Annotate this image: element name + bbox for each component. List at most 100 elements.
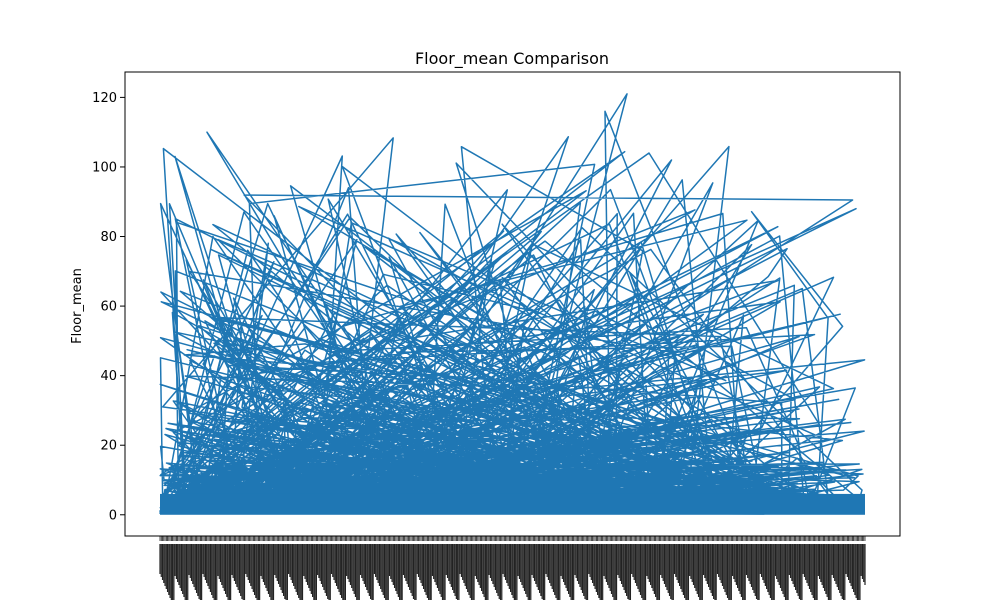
x-tick-label [714, 544, 716, 600]
x-tick-label [473, 544, 475, 600]
x-tick-label [310, 544, 312, 594]
x-tick-label [760, 544, 763, 577]
x-tick-label [533, 544, 536, 581]
x-tick-label [407, 544, 410, 587]
x-tick-label [430, 544, 432, 600]
x-tick-label [652, 544, 654, 591]
x-tick-label [455, 544, 457, 599]
x-tick-label [742, 544, 744, 600]
x-tick-label [797, 544, 799, 596]
x-tick-label [821, 544, 823, 585]
x-tick-label [351, 544, 353, 588]
x-tick-label [801, 544, 803, 600]
x-tick-label [837, 544, 840, 590]
x-tick-label [159, 544, 161, 574]
y-tick-label: 80 [100, 230, 117, 245]
x-tick-label [588, 544, 590, 574]
x-tick-label [362, 544, 364, 581]
x-tick-label [763, 544, 765, 583]
x-tick-label [228, 544, 230, 600]
x-tick-label [721, 544, 724, 586]
y-tick-label: 40 [100, 369, 117, 384]
x-tick-label [281, 544, 283, 593]
x-tick-label [702, 544, 705, 575]
x-tick-label [478, 544, 480, 585]
x-tick-label [257, 544, 259, 600]
x-tick-label [401, 544, 403, 600]
x-tick-label [224, 544, 227, 594]
x-tick-label [226, 544, 228, 597]
x-tick-label [434, 544, 436, 582]
x-tick-label [716, 544, 719, 574]
x-tick-label [201, 544, 203, 600]
x-tick-label [636, 544, 638, 586]
x-tick-label [607, 544, 609, 585]
x-tick-label [789, 544, 792, 578]
x-tick-label [776, 544, 778, 579]
x-tick-label [172, 544, 174, 600]
x-tick-label [576, 544, 579, 581]
x-tick-label [320, 544, 323, 584]
x-tick-label [590, 544, 592, 580]
x-tick-label [633, 544, 635, 580]
x-tick-label [390, 544, 392, 579]
x-tick-label [824, 544, 826, 591]
x-tick-label [846, 544, 848, 577]
x-tick-label [734, 544, 736, 582]
x-tick-label [817, 544, 819, 576]
y-axis-label: Floor_mean [70, 268, 85, 344]
x-tick-label [256, 544, 258, 600]
x-tick-label [624, 544, 626, 593]
x-tick-label [762, 544, 764, 580]
x-tick-label [304, 544, 306, 579]
x-tick-label [657, 544, 659, 600]
x-tick-label [682, 544, 684, 595]
x-tick-label [449, 544, 451, 584]
x-tick-label [812, 544, 814, 598]
x-tick-label [627, 544, 629, 599]
x-tick-label [839, 544, 841, 593]
x-tick-label [445, 544, 447, 575]
x-tick-label [404, 544, 406, 578]
x-tick-label [677, 544, 679, 583]
x-tick-label [784, 544, 787, 600]
x-tick-label [424, 544, 426, 592]
x-tick-label [728, 544, 730, 600]
x-tick-label [521, 544, 523, 585]
x-tick-label [206, 544, 208, 583]
x-tick-label [557, 544, 560, 600]
x-tick-label [317, 544, 319, 575]
x-tick-label [667, 544, 669, 593]
x-tick-label [213, 544, 215, 600]
x-tick-label [661, 544, 663, 578]
x-tick-label [831, 544, 833, 575]
x-tick-label [638, 544, 640, 592]
x-tick-label [383, 544, 386, 598]
x-tick-label [766, 544, 768, 589]
x-tick-label [542, 544, 544, 600]
y-tick-label: 120 [92, 91, 117, 106]
x-tick-label [808, 544, 811, 589]
x-tick-label [820, 544, 822, 582]
x-tick-label [330, 544, 333, 574]
x-tick-label [370, 544, 372, 599]
x-tick-label [685, 544, 687, 600]
x-tick-label [795, 544, 797, 590]
x-tick-label [628, 544, 630, 600]
x-tick-label [551, 544, 553, 589]
x-tick-label [517, 544, 519, 576]
x-tick-label [618, 544, 620, 578]
x-tick-label [788, 544, 790, 575]
x-tick-label [581, 544, 584, 593]
x-tick-label [836, 544, 838, 587]
x-tick-label [671, 544, 673, 600]
x-tick-label [726, 544, 729, 598]
x-tick-label [280, 544, 282, 590]
x-tick-label [168, 544, 170, 595]
x-tick-label [845, 544, 847, 574]
x-tick-label [305, 544, 307, 582]
x-tick-label [767, 544, 769, 592]
x-tick-label [660, 544, 662, 575]
x-tick-label [184, 544, 186, 600]
x-tick-label [356, 544, 358, 600]
